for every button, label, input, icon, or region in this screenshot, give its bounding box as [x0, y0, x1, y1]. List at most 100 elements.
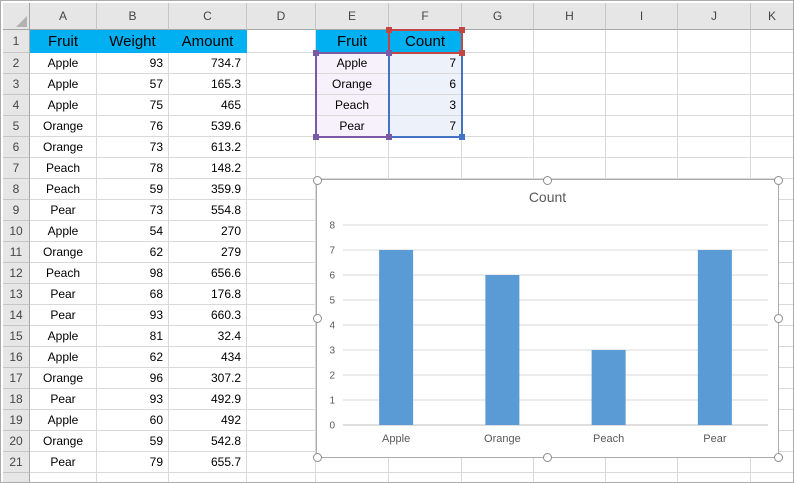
cell-Gx[interactable] — [462, 473, 534, 482]
cell-A12[interactable]: Peach — [30, 263, 97, 284]
cell-C9[interactable]: 554.8 — [169, 200, 247, 221]
cell-B20[interactable]: 59 — [97, 431, 169, 452]
chart-resize-handle[interactable] — [773, 314, 783, 323]
row-header-11[interactable]: 11 — [3, 242, 30, 263]
cell-I4[interactable] — [606, 95, 678, 116]
cell-J7[interactable] — [678, 158, 751, 179]
row-header-8[interactable]: 8 — [3, 179, 30, 200]
cell-D3[interactable] — [247, 74, 316, 95]
chart-resize-handle[interactable] — [312, 175, 322, 185]
chart-resize-handle[interactable] — [773, 175, 783, 185]
range-handle[interactable] — [313, 134, 319, 140]
cell-H5[interactable] — [534, 116, 606, 137]
cell-A6[interactable]: Orange — [30, 137, 97, 158]
cell-A16[interactable]: Apple — [30, 347, 97, 368]
cell-A4[interactable]: Apple — [30, 95, 97, 116]
category-range-E2-E5[interactable] — [315, 52, 390, 138]
cell-B12[interactable]: 98 — [97, 263, 169, 284]
cell-Jx[interactable] — [678, 473, 751, 482]
row-header-9[interactable]: 9 — [3, 200, 30, 221]
cell-D20[interactable] — [247, 431, 316, 452]
bar-apple[interactable] — [379, 250, 414, 425]
cell-A1[interactable]: Fruit — [30, 30, 97, 53]
cell-A9[interactable]: Pear — [30, 200, 97, 221]
cell-C2[interactable]: 734.7 — [169, 53, 247, 74]
cell-G2[interactable] — [462, 53, 534, 74]
cell-E2[interactable]: Apple — [316, 53, 389, 74]
column-header-E[interactable]: E — [316, 3, 389, 30]
cell-C21[interactable]: 655.7 — [169, 452, 247, 473]
chart-resize-handle[interactable] — [773, 452, 783, 462]
cell-D8[interactable] — [247, 179, 316, 200]
column-header-F[interactable]: F — [389, 3, 462, 30]
cell-K1[interactable] — [751, 30, 793, 53]
cell-I3[interactable] — [606, 74, 678, 95]
cell-C16[interactable]: 434 — [169, 347, 247, 368]
cell-E3[interactable]: Orange — [316, 74, 389, 95]
column-header-J[interactable]: J — [678, 3, 751, 30]
cell-B18[interactable]: 93 — [97, 389, 169, 410]
cell-B13[interactable]: 68 — [97, 284, 169, 305]
bar-pear[interactable] — [697, 250, 732, 425]
chart-title[interactable]: Count — [528, 189, 567, 205]
chart-resize-handle[interactable] — [312, 314, 322, 323]
cell-H4[interactable] — [534, 95, 606, 116]
cell-B5[interactable]: 76 — [97, 116, 169, 137]
cell-G6[interactable] — [462, 137, 534, 158]
cell-D15[interactable] — [247, 326, 316, 347]
cell-Hx[interactable] — [534, 473, 606, 482]
range-handle[interactable] — [386, 50, 392, 56]
bar-orange[interactable] — [485, 275, 520, 425]
cell-C18[interactable]: 492.9 — [169, 389, 247, 410]
range-handle[interactable] — [459, 27, 465, 33]
cell-I7[interactable] — [606, 158, 678, 179]
cell-H1[interactable] — [534, 30, 606, 53]
cell-A21[interactable]: Pear — [30, 452, 97, 473]
range-handle[interactable] — [459, 134, 465, 140]
cell-D18[interactable] — [247, 389, 316, 410]
cell-G1[interactable] — [462, 30, 534, 53]
row-header-17[interactable]: 17 — [3, 368, 30, 389]
cell-J6[interactable] — [678, 137, 751, 158]
cell-D4[interactable] — [247, 95, 316, 116]
cell-C4[interactable]: 465 — [169, 95, 247, 116]
chart-resize-handle[interactable] — [312, 452, 322, 462]
series-name-range-F1[interactable] — [388, 29, 463, 54]
cell-A13[interactable]: Pear — [30, 284, 97, 305]
cell-C14[interactable]: 660.3 — [169, 305, 247, 326]
row-header-16[interactable]: 16 — [3, 347, 30, 368]
row-header-21[interactable]: 21 — [3, 452, 30, 473]
cell-A5[interactable]: Orange — [30, 116, 97, 137]
cell-A10[interactable]: Apple — [30, 221, 97, 242]
column-header-A[interactable]: A — [30, 3, 97, 30]
cell-A20[interactable]: Orange — [30, 431, 97, 452]
cell-E4[interactable]: Peach — [316, 95, 389, 116]
column-header-K[interactable]: K — [751, 3, 793, 30]
row-header-10[interactable]: 10 — [3, 221, 30, 242]
row-header-7[interactable]: 7 — [3, 158, 30, 179]
cell-B21[interactable]: 79 — [97, 452, 169, 473]
cell-D10[interactable] — [247, 221, 316, 242]
cell-B9[interactable]: 73 — [97, 200, 169, 221]
column-header-D[interactable]: D — [247, 3, 316, 30]
cell-J3[interactable] — [678, 74, 751, 95]
cell-J2[interactable] — [678, 53, 751, 74]
cell-C17[interactable]: 307.2 — [169, 368, 247, 389]
cell-K4[interactable] — [751, 95, 793, 116]
cell-D12[interactable] — [247, 263, 316, 284]
cell-A14[interactable]: Pear — [30, 305, 97, 326]
cell-H7[interactable] — [534, 158, 606, 179]
cell-B2[interactable]: 93 — [97, 53, 169, 74]
cell-G5[interactable] — [462, 116, 534, 137]
cell-B16[interactable]: 62 — [97, 347, 169, 368]
cell-C1[interactable]: Amount — [169, 30, 247, 53]
column-header-C[interactable]: C — [169, 3, 247, 30]
cell-C13[interactable]: 176.8 — [169, 284, 247, 305]
cell-D1[interactable] — [247, 30, 316, 53]
cell-D2[interactable] — [247, 53, 316, 74]
row-header-14[interactable]: 14 — [3, 305, 30, 326]
cell-C10[interactable]: 270 — [169, 221, 247, 242]
row-header-2[interactable]: 2 — [3, 53, 30, 74]
range-handle[interactable] — [313, 50, 319, 56]
cell-B6[interactable]: 73 — [97, 137, 169, 158]
